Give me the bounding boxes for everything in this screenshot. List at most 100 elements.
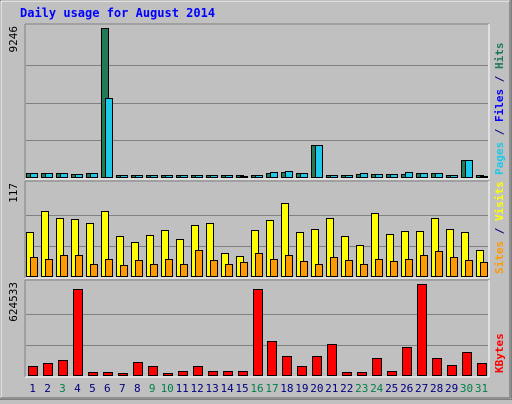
hits-legend-item: Hits [493,43,506,70]
visits-sites-bar [210,260,218,277]
visits-sites-bar [390,261,398,277]
hits-legend-item: / [493,69,506,89]
hits-files-bar [210,175,218,178]
hits-plot-area [25,24,489,179]
visits-sites-bar [165,259,173,277]
visits-sites-bar [285,255,293,277]
day-labels: 1 2 3 4 5 6 7 8 9 10 11 12 13 14 15 16 17 18 19 20 21 22 23 24 2… [29,382,488,395]
kbytes-kbytes-bar [462,352,472,376]
day-label: 22 [340,382,353,395]
day-label: 18 [280,382,293,395]
kbytes-legend: KBytes [493,333,506,373]
hits-files-bar [345,175,353,178]
kbytes-kbytes-bar [327,344,337,376]
kbytes-kbytes-bar [297,366,307,376]
kbytes-kbytes-bar [43,363,53,376]
kbytes-kbytes-bar [372,358,382,376]
hits-files-bar [60,173,68,178]
hits-files-bar [135,175,143,178]
hits-files-bar [180,175,188,178]
kbytes-kbytes-bar [253,289,263,376]
hits-files-bar [390,174,398,178]
visits-panel: 117 Sites / Visits [7,180,506,279]
visits-sites-bar [180,264,188,277]
visits-sites-bar [330,257,338,277]
hits-legend-item: Files [493,89,506,122]
kbytes-panel: 624533 KBytes [7,279,506,378]
visits-max-label: 117 [7,183,20,203]
hits-files-bar [105,98,113,178]
hits-files-bar [375,174,383,178]
hits-files-bar [240,176,248,178]
visits-sites-bar [135,260,143,277]
visits-sites-bar [480,262,488,277]
kbytes-kbytes-bar [432,358,442,376]
chart-title: Daily usage for August 2014 [20,6,215,20]
visits-sites-bar [195,250,203,277]
day-label: 26 [400,382,413,395]
hits-files-bar [270,172,278,178]
kbytes-kbytes-bar [148,366,158,376]
day-label: 3 [59,382,66,395]
visits-sites-bar [255,253,263,277]
day-label: 2 [44,382,51,395]
visits-sites-bar [120,265,128,277]
hits-files-bar [150,175,158,178]
hits-files-bar [45,173,53,178]
hits-files-bar [255,175,263,178]
visits-sites-bar [30,257,38,277]
kbytes-kbytes-bar [133,362,143,376]
day-label: 5 [89,382,96,395]
kbytes-kbytes-bar [193,366,203,376]
day-label: 10 [161,382,174,395]
kbytes-kbytes-bar [417,284,427,376]
kbytes-kbytes-bar [223,371,233,376]
day-label: 16 [250,382,263,395]
visits-sites-bar [270,259,278,277]
kbytes-kbytes-bar [28,366,38,376]
hits-files-bar [420,173,428,178]
hits-files-bar [315,145,323,178]
hits-files-bar [360,173,368,178]
visits-sites-bar [375,259,383,277]
kbytes-kbytes-bar [238,371,248,376]
day-label: 13 [205,382,218,395]
hits-files-bar [120,175,128,178]
kbytes-kbytes-bar [342,372,352,376]
hits-files-bar [75,174,83,178]
day-label: 20 [310,382,323,395]
visits-sites-bar [75,255,83,277]
kbytes-kbytes-bar [387,371,397,376]
day-label: 19 [295,382,308,395]
hits-files-bar [90,173,98,178]
kbytes-kbytes-bar [88,372,98,376]
hits-max-label: 9246 [7,26,20,53]
visits-sites-bar [345,260,353,277]
visits-sites-bar [465,260,473,277]
kbytes-kbytes-bar [73,289,83,376]
day-label: 21 [325,382,338,395]
hits-files-bar [300,173,308,178]
day-label: 12 [190,382,203,395]
hits-files-bar [480,176,488,178]
hits-files-bar [450,175,458,178]
kbytes-kbytes-bar [477,363,487,376]
kbytes-kbytes-bar [208,371,218,376]
hits-files-bar [30,173,38,178]
visits-sites-bar [435,251,443,277]
visits-sites-bar [240,262,248,277]
visits-legend-item: Visits [493,181,506,221]
hits-files-bar [165,175,173,178]
visits-sites-bar [450,257,458,277]
visits-sites-bar [300,261,308,277]
visits-legend-item: Sites [493,241,506,274]
hits-files-bar [285,171,293,178]
hits-legend: Pages / Files / Hits [493,43,506,176]
day-label: 7 [119,382,126,395]
visits-sites-bar [405,259,413,277]
day-label: 1 [29,382,36,395]
kbytes-kbytes-bar [163,373,173,376]
visits-legend: Sites / Visits [493,181,506,274]
